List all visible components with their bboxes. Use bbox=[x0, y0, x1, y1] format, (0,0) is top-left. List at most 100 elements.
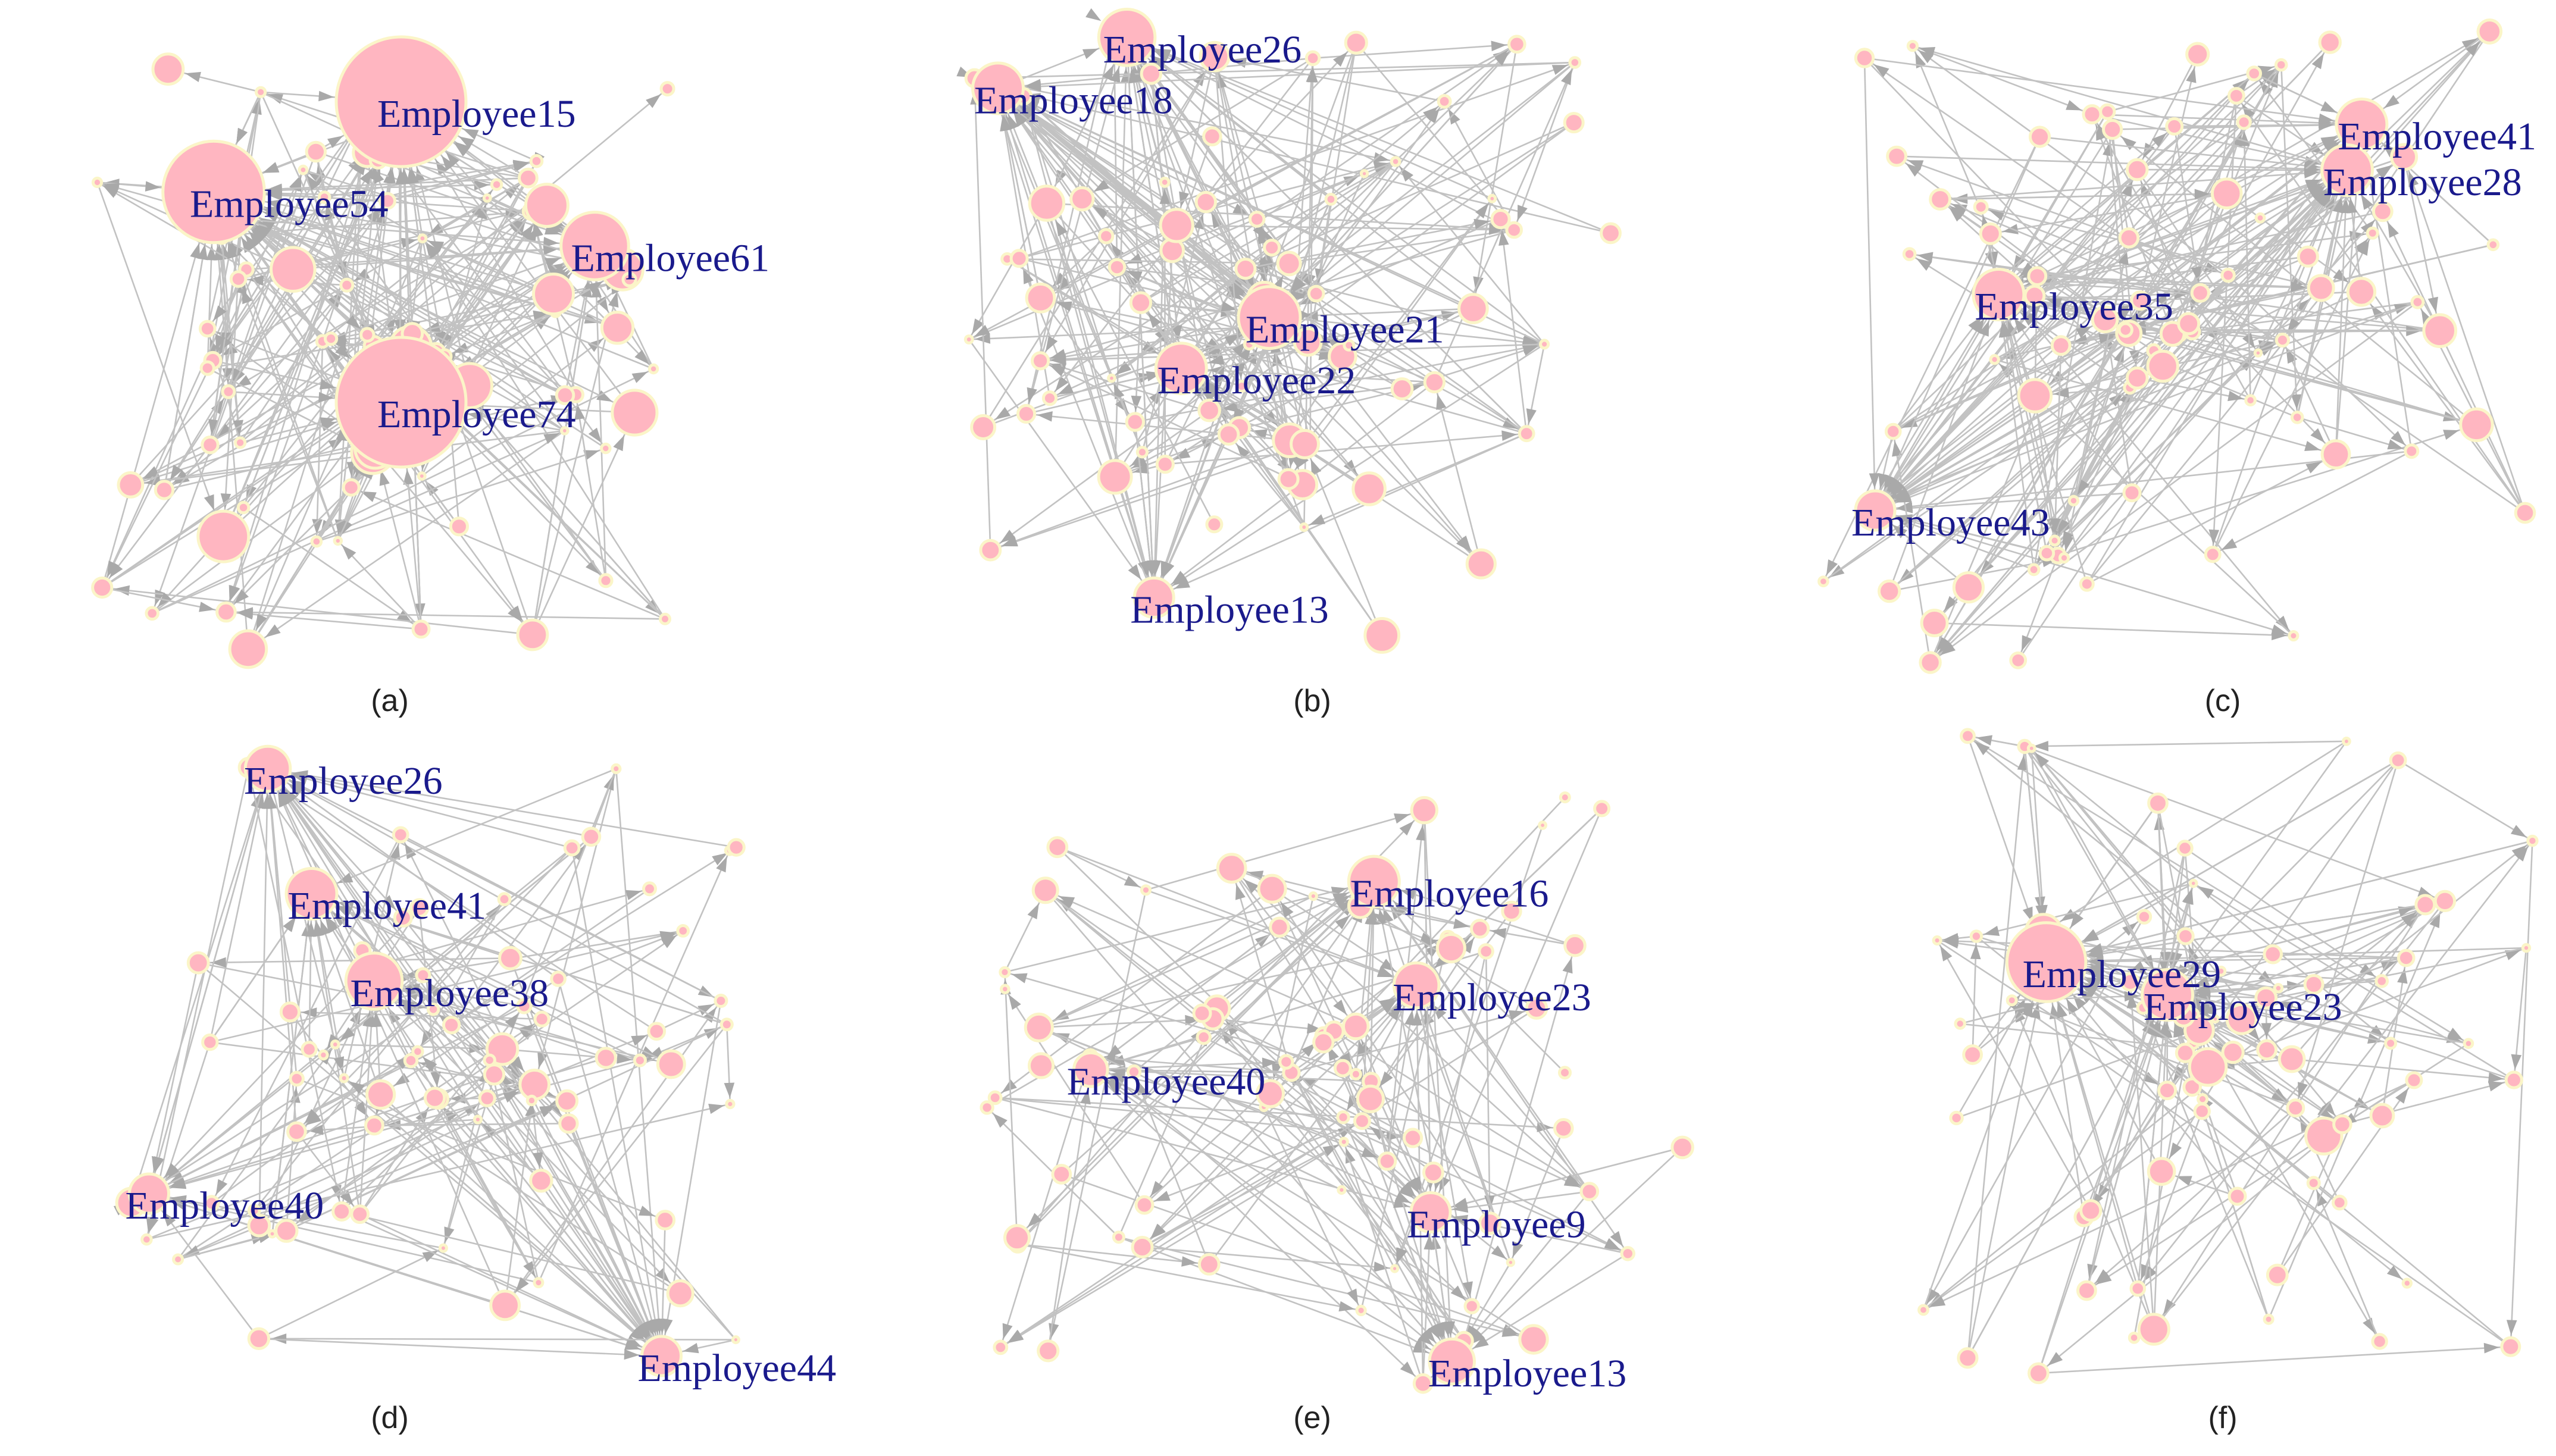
edge-arrowhead bbox=[1950, 206, 1966, 220]
edge-arrowhead bbox=[1056, 220, 1068, 237]
employee-node bbox=[1563, 112, 1585, 134]
edge bbox=[2167, 900, 2445, 996]
employee-node bbox=[2125, 366, 2149, 390]
edge-arrowhead bbox=[1462, 1281, 1473, 1298]
edge-arrowhead bbox=[1526, 408, 1537, 425]
employee-node bbox=[2521, 943, 2532, 953]
employee-node bbox=[1559, 791, 1571, 804]
edge bbox=[997, 61, 1575, 89]
employee-node bbox=[1041, 390, 1058, 406]
edge bbox=[2403, 156, 2526, 513]
edge-arrowhead bbox=[1205, 383, 1221, 396]
employee-node bbox=[1126, 1064, 1142, 1080]
employee-node bbox=[1202, 126, 1222, 146]
edge-arrowhead bbox=[421, 1029, 434, 1045]
edge bbox=[177, 1044, 336, 1260]
employee-node bbox=[2082, 104, 2103, 125]
employee-label: Employee43 bbox=[1851, 501, 2050, 544]
edge-arrowhead bbox=[1826, 559, 1838, 575]
employee-node bbox=[364, 1115, 384, 1136]
edge-arrowhead bbox=[337, 872, 353, 884]
employee-node bbox=[2076, 1280, 2097, 1301]
employee-node bbox=[2290, 411, 2304, 424]
employee-node bbox=[2176, 840, 2194, 857]
employee-node bbox=[409, 898, 430, 918]
employee-node bbox=[1337, 1185, 1347, 1195]
employee-node bbox=[2404, 443, 2420, 459]
edge-arrowhead bbox=[1253, 224, 1266, 240]
employee-node bbox=[1568, 56, 1582, 69]
edge bbox=[2137, 994, 2169, 1289]
edge-arrowhead bbox=[208, 419, 219, 435]
edge bbox=[1897, 155, 2348, 171]
employee-node bbox=[2405, 1071, 2423, 1089]
edge-arrowhead bbox=[2082, 984, 2098, 997]
edge-arrowhead bbox=[428, 982, 442, 998]
employee-node bbox=[1817, 575, 1829, 588]
edge-arrowhead bbox=[2202, 328, 2218, 340]
edge-arrowhead bbox=[227, 243, 237, 259]
edge bbox=[1245, 121, 1575, 270]
edge bbox=[2038, 1123, 2343, 1374]
employee-node bbox=[1192, 1003, 1212, 1023]
employee-node bbox=[2079, 1199, 2103, 1222]
network-panel-e: Employee16 Employee23 Employee40 Employee9 E… bbox=[980, 791, 1694, 1435]
edge bbox=[1355, 1026, 1473, 1307]
edge bbox=[1038, 881, 1375, 1028]
edge bbox=[1875, 333, 2129, 512]
edge-arrowhead bbox=[1432, 1004, 1447, 1020]
node-layer bbox=[115, 744, 746, 1377]
employee-node bbox=[1579, 1182, 1600, 1201]
edge bbox=[149, 1192, 662, 1357]
edge bbox=[1874, 136, 2041, 511]
edge bbox=[1485, 951, 1491, 1223]
edge-arrowhead bbox=[2066, 100, 2082, 111]
edge bbox=[239, 88, 668, 444]
edge bbox=[258, 1338, 662, 1357]
employee-node bbox=[598, 573, 614, 588]
edge-arrowhead bbox=[109, 562, 123, 578]
employee-node bbox=[2048, 534, 2061, 547]
employee-node bbox=[970, 414, 997, 440]
employee-node bbox=[1470, 919, 1490, 939]
edge bbox=[1342, 985, 1418, 1118]
edge bbox=[421, 327, 618, 477]
edge-arrowhead bbox=[1929, 1295, 1946, 1307]
edge-arrowhead bbox=[1431, 1234, 1441, 1250]
edge-arrowhead bbox=[624, 1339, 641, 1350]
edge bbox=[1304, 198, 1493, 445]
edge-arrowhead bbox=[1473, 1336, 1489, 1349]
edge bbox=[1017, 1243, 1362, 1311]
edge-arrowhead bbox=[1346, 1147, 1356, 1164]
employee-node bbox=[172, 1253, 184, 1266]
edge bbox=[337, 159, 379, 541]
edge bbox=[148, 974, 424, 1195]
network-panel-d: Employee26 Employee41 Employee38 Employee40… bbox=[113, 744, 836, 1435]
edge-arrowhead bbox=[1133, 463, 1150, 474]
highlighted-node bbox=[284, 867, 339, 920]
edge-arrowhead bbox=[1366, 909, 1377, 925]
employee-node bbox=[2397, 948, 2416, 967]
employee-node bbox=[1878, 579, 1901, 603]
employee-node bbox=[91, 176, 104, 189]
edge bbox=[1929, 31, 2491, 663]
employee-node bbox=[2253, 348, 2263, 358]
edge-arrowhead bbox=[1037, 411, 1053, 422]
edge-arrowhead bbox=[1338, 1301, 1355, 1312]
employee-node bbox=[600, 442, 612, 455]
edge bbox=[2167, 759, 2399, 995]
highlighted-node bbox=[1854, 489, 1897, 532]
employee-node bbox=[550, 970, 567, 987]
edge-arrowhead bbox=[2030, 1003, 2041, 1019]
edge bbox=[1213, 56, 1243, 387]
employee-node bbox=[518, 1069, 551, 1101]
edge-arrowhead bbox=[2182, 888, 2192, 905]
edge bbox=[1114, 358, 1341, 478]
edge-arrowhead bbox=[2239, 131, 2250, 146]
edge bbox=[1285, 1061, 1396, 1269]
edge bbox=[1997, 126, 2175, 281]
employee-node bbox=[365, 1079, 396, 1110]
edge-arrowhead bbox=[399, 998, 415, 1012]
edge bbox=[96, 182, 224, 537]
